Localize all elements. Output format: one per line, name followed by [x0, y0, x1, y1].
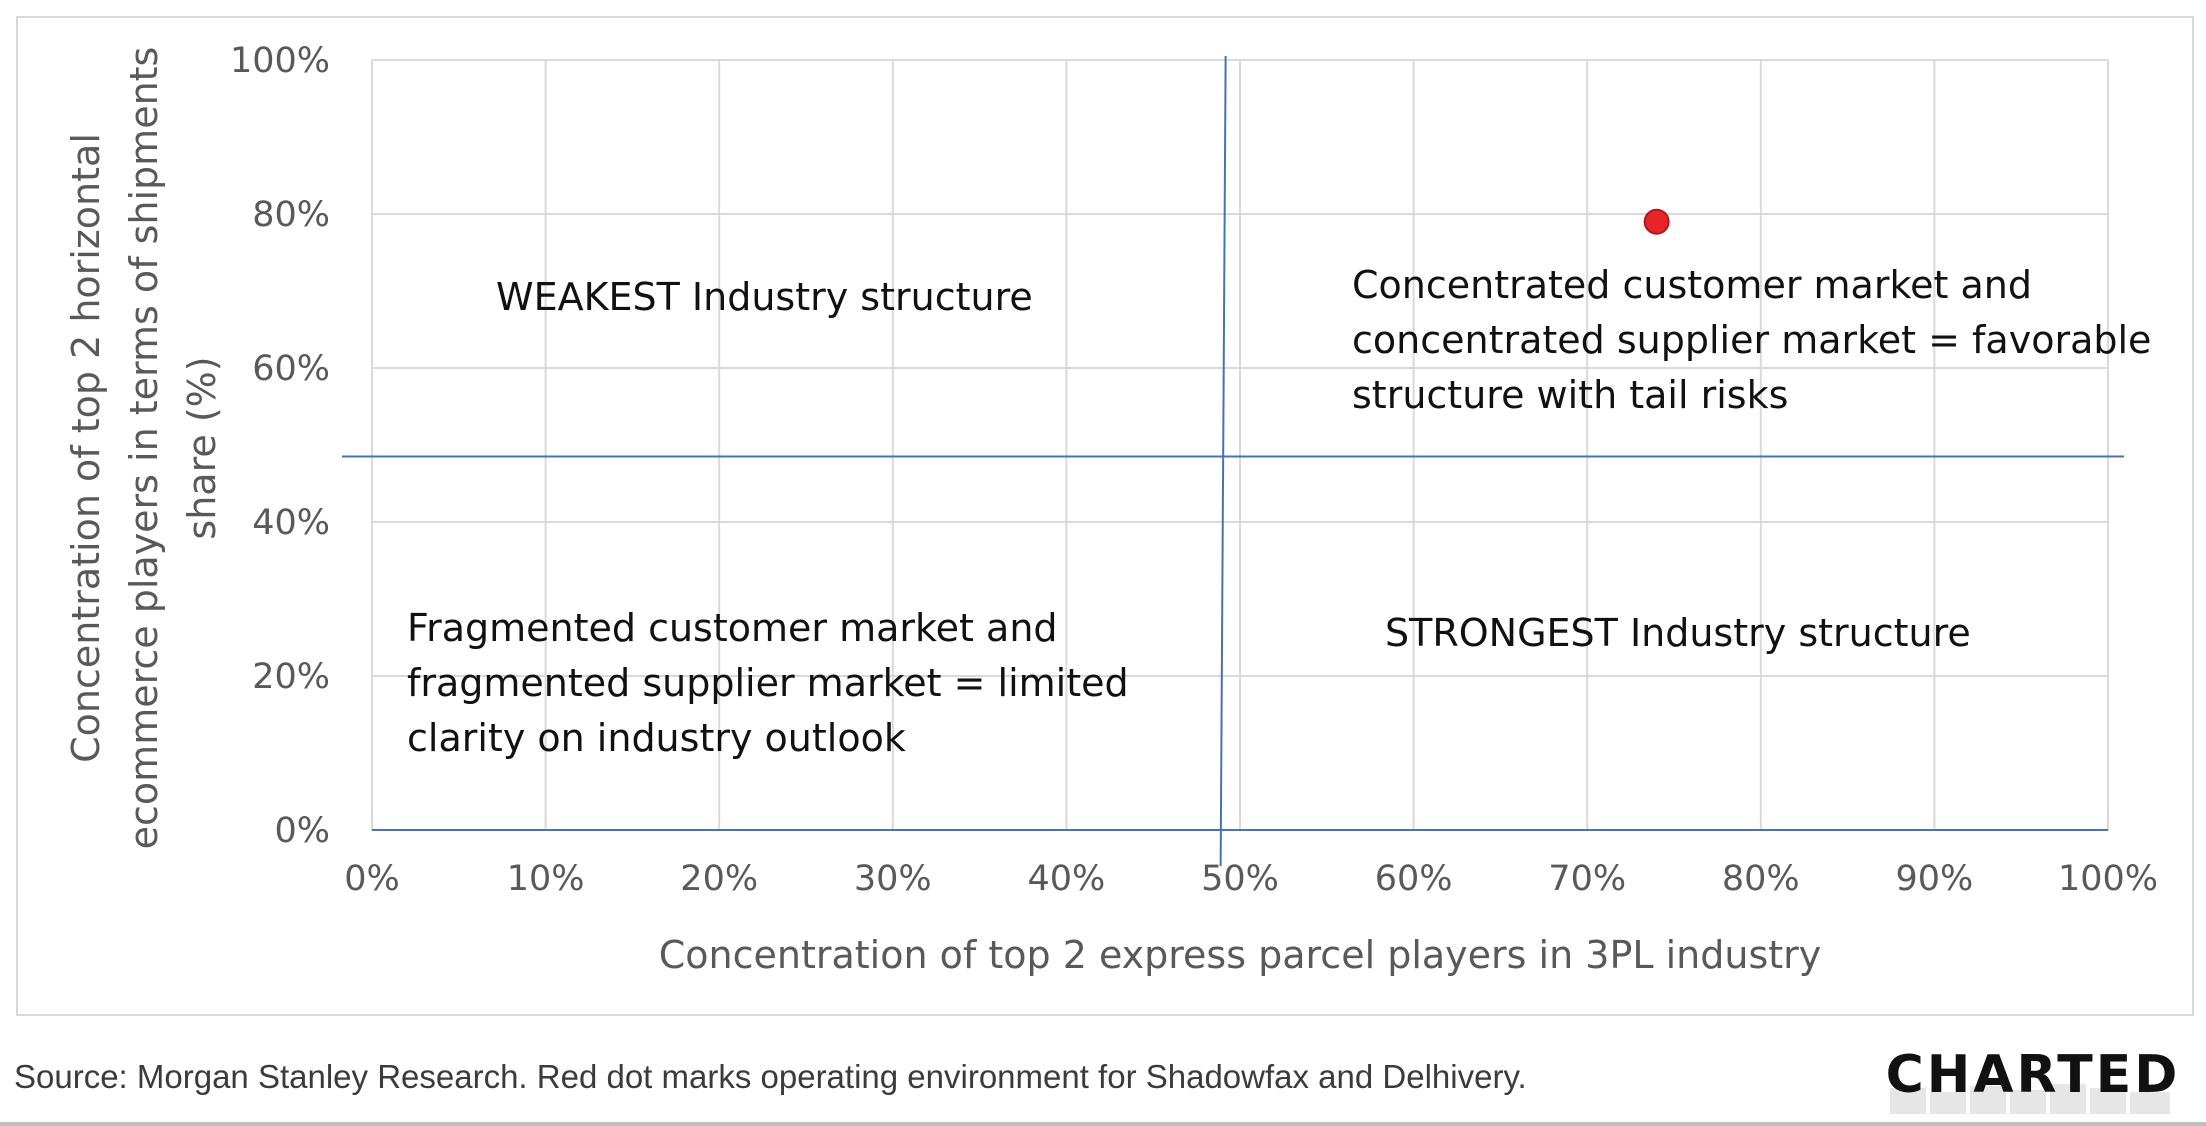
- y-tick-label: 0%: [274, 811, 330, 851]
- x-tick-label: 30%: [854, 859, 932, 899]
- quadrant-label-top-right: Concentrated customer market and concentr…: [1352, 263, 2151, 417]
- grid-lines: [371, 59, 2109, 831]
- source-note: Source: Morgan Stanley Research. Red dot…: [14, 1058, 1527, 1095]
- x-tick-label: 10%: [507, 859, 585, 899]
- quadrant-label-bottom-left: Fragmented customer market and fragmented…: [407, 606, 1129, 760]
- y-tick-label: 100%: [230, 41, 330, 81]
- x-tick-label: 90%: [1896, 859, 1974, 899]
- y-axis-title-line: Concentration of top 2 horizontal: [64, 133, 108, 763]
- x-tick-label: 50%: [1201, 859, 1279, 899]
- y-tick-label: 40%: [252, 503, 330, 543]
- quadrant-label-line: fragmented supplier market = limited: [407, 661, 1129, 705]
- vertical-divider: [1219, 55, 1227, 867]
- x-tick-label: 80%: [1722, 859, 1800, 899]
- y-tick-label: 20%: [252, 657, 330, 697]
- quadrant-label-bottom-right: STRONGEST Industry structure: [1385, 611, 1971, 655]
- logo-text: CHARTED: [1888, 1045, 2178, 1105]
- y-axis-title-line: share (%): [180, 356, 224, 539]
- x-tick-label: 70%: [1548, 859, 1626, 899]
- charted-logo: CHARTED: [1888, 1045, 2178, 1114]
- quadrant-label-line: concentrated supplier market = favorable: [1352, 318, 2151, 362]
- quadrant-label-line: clarity on industry outlook: [407, 716, 906, 760]
- quadrant-label-line: structure with tail risks: [1352, 373, 1788, 417]
- x-tick-label: 0%: [344, 859, 400, 899]
- quadrant-dividers: [342, 55, 2124, 867]
- y-axis-title: Concentration of top 2 horizontal ecommer…: [64, 47, 224, 850]
- y-tick-label: 80%: [252, 195, 330, 235]
- y-axis-title-text: Concentration of top 2 horizontal ecommer…: [64, 47, 224, 850]
- quadrant-label-line: Fragmented customer market and: [407, 606, 1058, 650]
- chart-frame: [16, 16, 2194, 1016]
- data-points: [1643, 208, 1670, 235]
- quadrant-label-top-left: WEAKEST Industry structure: [496, 275, 1033, 319]
- data-point: [1643, 208, 1670, 235]
- quadrant-labels: WEAKEST Industry structure Concentrated c…: [407, 263, 2151, 760]
- scatter-chart: 0% 10% 20% 30% 40% 50% 60% 70% 80% 90% 100% 0% 20% 40…: [64, 41, 2158, 977]
- x-tick-label: 40%: [1028, 859, 1106, 899]
- x-axis-title: Concentration of top 2 express parcel pl…: [659, 933, 1822, 977]
- quadrant-label-line: STRONGEST Industry structure: [1385, 611, 1971, 655]
- quadrant-label-line: WEAKEST Industry structure: [496, 275, 1033, 319]
- tick-labels: 0% 10% 20% 30% 40% 50% 60% 70% 80% 90% 100% 0% 20% 40…: [230, 41, 2158, 899]
- y-tick-label: 60%: [252, 349, 330, 389]
- y-axis-title-line: ecommerce players in terms of shipments: [122, 47, 166, 850]
- quadrant-label-line: Concentrated customer market and: [1352, 263, 2032, 307]
- x-tick-label: 20%: [680, 859, 758, 899]
- x-tick-label: 100%: [2058, 859, 2158, 899]
- bottom-rule: [0, 1122, 2206, 1126]
- x-tick-label: 60%: [1375, 859, 1453, 899]
